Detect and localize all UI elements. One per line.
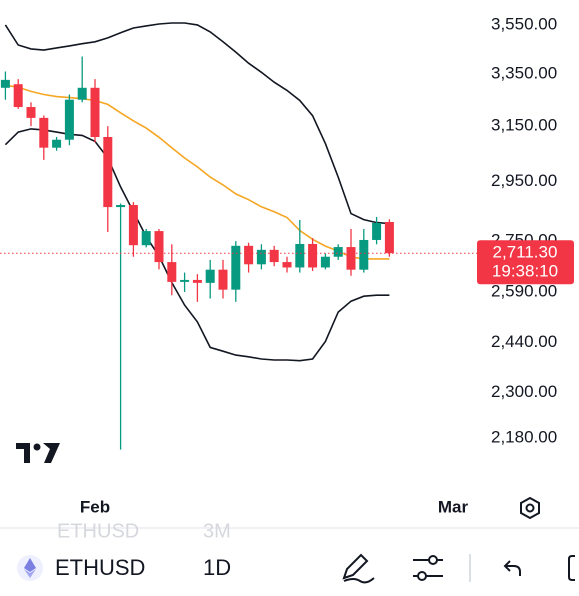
candle-body <box>308 243 318 268</box>
candle-body <box>116 205 126 208</box>
candle-body <box>269 249 279 263</box>
candle-body <box>90 87 100 137</box>
y-tick-label: 2,590.00 <box>491 281 557 300</box>
y-tick-label: 3,550.00 <box>491 14 557 33</box>
undo-button[interactable] <box>503 560 521 576</box>
candle-body <box>333 247 343 257</box>
candle-body <box>154 231 164 263</box>
tradingview-logo <box>16 443 60 463</box>
candle-body <box>359 239 369 270</box>
countdown: 19:38:10 <box>492 262 558 281</box>
x-tick-label: Mar <box>438 497 469 516</box>
candle-body <box>218 269 228 290</box>
y-tick-label: 2,300.00 <box>491 382 557 401</box>
candle-body <box>192 279 202 283</box>
candle-body <box>128 205 138 246</box>
settings-button[interactable] <box>520 496 540 520</box>
y-tick-label: 3,350.00 <box>491 64 557 83</box>
candle-body <box>180 279 190 282</box>
overlay-line <box>5 84 390 260</box>
candle-body <box>52 139 62 148</box>
draw-button[interactable] <box>342 553 375 584</box>
overlay-line <box>4 128 390 362</box>
candle-body <box>205 269 215 283</box>
candle-body <box>77 87 87 100</box>
symbol[interactable]: ETHUSD <box>55 555 145 580</box>
overlay-line <box>4 22 390 225</box>
indicators-button[interactable] <box>413 555 443 581</box>
candle-body <box>0 79 10 88</box>
last-price-tag <box>477 240 574 285</box>
y-tick-label: 2,440.00 <box>491 332 557 351</box>
y-tick-label: 2,180.00 <box>491 427 557 446</box>
candle-body <box>141 231 151 246</box>
ghost-symbol: ETHUSD <box>57 520 139 542</box>
candle-body <box>384 222 394 254</box>
y-tick-label: 3,150.00 <box>491 116 557 135</box>
candle-body <box>13 84 23 108</box>
candle-body <box>64 99 74 140</box>
candle-body <box>244 245 254 265</box>
candle-body <box>103 136 113 208</box>
y-tick-label: 2,950.00 <box>491 171 557 190</box>
interval[interactable]: 1D <box>203 555 231 580</box>
candle-body <box>256 249 266 265</box>
candle-body <box>372 222 382 240</box>
plot: 3,550.003,350.003,150.002,950.002,750.00… <box>0 14 574 450</box>
candle-body <box>295 243 305 268</box>
candle-body <box>39 117 49 148</box>
candle-body <box>167 262 177 282</box>
candle-body <box>231 245 241 290</box>
candle-body <box>346 247 356 270</box>
last-price-label: 2,711.30 <box>493 243 558 262</box>
toolbar <box>0 541 579 596</box>
ghost-interval: 3M <box>203 520 231 542</box>
x-tick-label: Feb <box>80 497 110 516</box>
candle-body <box>282 262 292 268</box>
candle-body <box>26 107 36 118</box>
more-button[interactable] <box>568 555 575 581</box>
candle-body <box>320 256 330 268</box>
symbol-icon <box>17 555 43 581</box>
